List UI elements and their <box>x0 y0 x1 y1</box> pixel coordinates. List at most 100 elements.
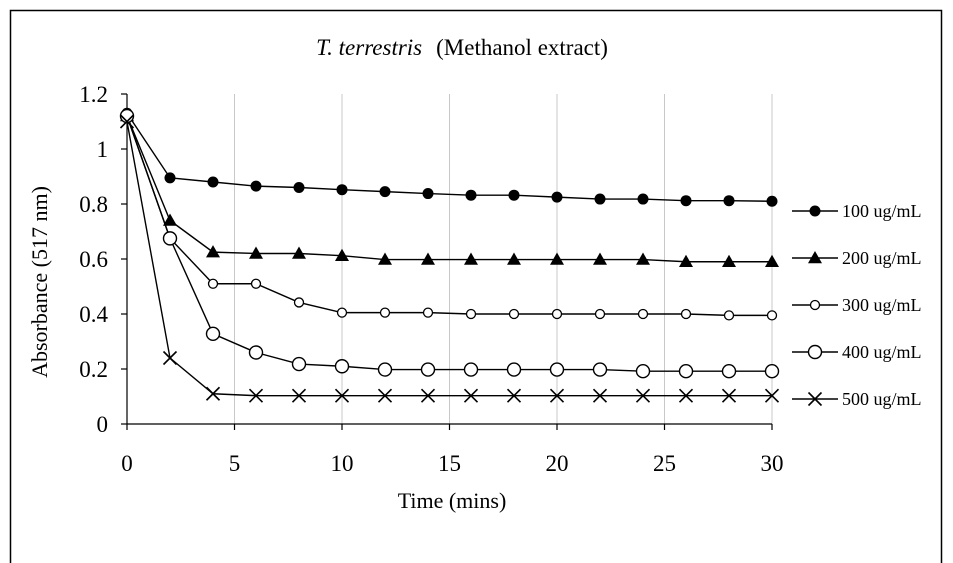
data-point-s2-8 <box>464 252 478 265</box>
x-tick-label-1: 5 <box>229 451 241 476</box>
data-point-s4-12 <box>635 364 651 379</box>
x-tick-labels: 0 5 10 15 20 25 30 <box>121 451 783 476</box>
data-point-s2-12 <box>636 252 650 265</box>
data-point-s1-1 <box>164 172 176 184</box>
data-point-s3-2 <box>207 278 219 289</box>
data-point-s1-11 <box>594 193 606 205</box>
data-point-s1-9 <box>508 189 520 201</box>
y-tick-label-2: 0.4 <box>79 302 108 327</box>
x-axis-label: Time (mins) <box>398 488 507 513</box>
data-point-s3-7 <box>422 307 434 318</box>
x-tick-label-2: 10 <box>331 451 354 476</box>
data-point-s2-13 <box>679 254 693 267</box>
legend-marker-4 <box>807 344 823 360</box>
chart-border <box>9 9 943 563</box>
data-point-s4-9 <box>506 362 522 377</box>
legend-label-2: 200 ug/mL <box>842 248 922 268</box>
data-point-s3-5 <box>336 307 348 318</box>
data-point-s2-2 <box>206 245 220 258</box>
data-point-s2-7 <box>421 252 435 265</box>
data-point-s1-14 <box>723 195 735 207</box>
legend-entry-3: 300 ug/mL <box>792 295 922 315</box>
data-point-s4-6 <box>377 362 393 377</box>
data-point-s5-1 <box>162 350 178 366</box>
y-tick-label-1: 0.2 <box>79 357 108 382</box>
legend-label-4: 400 ug/mL <box>842 342 922 362</box>
x-tick-label-6: 30 <box>761 451 784 476</box>
data-point-s4-1 <box>162 231 178 246</box>
legend-entry-1: 100 ug/mL <box>792 201 922 221</box>
axes <box>121 93 773 430</box>
series-layer <box>119 107 780 403</box>
data-point-s2-15 <box>765 254 779 267</box>
data-point-s2-3 <box>249 246 263 259</box>
data-point-s1-3 <box>250 180 262 192</box>
data-point-s1-6 <box>379 186 391 198</box>
legend-marker-2 <box>808 251 822 264</box>
legend-label-3: 300 ug/mL <box>842 295 922 315</box>
data-point-s3-8 <box>465 308 477 320</box>
data-point-s5-5 <box>334 388 350 403</box>
series-line-3 <box>126 115 772 317</box>
legend-marker-5 <box>807 391 823 407</box>
data-point-s5-6 <box>377 388 393 403</box>
data-point-s4-14 <box>721 364 737 379</box>
data-point-s1-15 <box>766 195 778 207</box>
x-tick-label-0: 0 <box>121 451 133 476</box>
y-tick-labels: 0 0.2 0.4 0.6 0.8 1 1.2 <box>79 82 108 437</box>
y-tick-label-0: 0 <box>97 412 109 437</box>
data-point-s5-10 <box>549 388 565 403</box>
legend-label-5: 500 ug/mL <box>842 389 922 409</box>
data-point-s3-4 <box>293 297 305 308</box>
data-point-s3-13 <box>680 308 692 320</box>
data-point-s1-7 <box>422 188 434 200</box>
data-point-s4-4 <box>291 356 307 372</box>
data-point-s1-2 <box>207 176 219 188</box>
data-point-s5-13 <box>678 388 694 403</box>
data-point-s4-8 <box>463 362 479 377</box>
data-point-s3-3 <box>250 278 262 289</box>
data-point-s1-13 <box>680 195 692 207</box>
data-point-s2-9 <box>507 252 521 265</box>
data-point-s5-9 <box>506 388 522 403</box>
data-point-s1-4 <box>293 182 305 193</box>
chart-title: T. terrestris (Methanol extract) <box>316 35 608 60</box>
y-tick-label-4: 0.8 <box>79 192 108 217</box>
y-tick-label-3: 0.6 <box>79 247 108 272</box>
data-point-s3-14 <box>723 310 735 321</box>
series-2 <box>120 109 779 267</box>
data-point-s5-11 <box>592 388 608 403</box>
data-point-s5-12 <box>635 388 651 403</box>
data-point-s5-7 <box>420 388 436 403</box>
legend: 100 ug/mL 200 ug/mL 300 ug/mL 400 ug/mL 500 … <box>792 201 922 409</box>
data-point-s5-8 <box>463 388 479 403</box>
data-point-s2-5 <box>335 248 349 261</box>
legend-marker-1 <box>809 205 821 217</box>
y-axis-label: Absorbance (517 nm) <box>27 186 52 378</box>
data-point-s3-9 <box>508 308 520 320</box>
y-tick-label-6: 1.2 <box>79 82 108 107</box>
series-line-5 <box>126 121 772 397</box>
data-point-s5-14 <box>721 388 737 403</box>
data-point-s1-12 <box>637 193 649 205</box>
data-point-s3-12 <box>637 308 649 320</box>
data-point-s2-1 <box>163 213 177 226</box>
x-tick-label-3: 15 <box>438 451 461 476</box>
data-point-s2-10 <box>550 252 564 265</box>
data-point-s4-5 <box>334 359 350 374</box>
data-point-s3-15 <box>766 310 778 321</box>
data-point-s4-7 <box>420 362 436 377</box>
data-point-s2-11 <box>593 252 607 265</box>
data-point-s5-3 <box>248 388 264 403</box>
data-point-s2-4 <box>292 246 306 259</box>
series-line-4 <box>126 115 772 372</box>
legend-entry-4: 400 ug/mL <box>792 342 922 362</box>
legend-marker-3 <box>809 299 821 311</box>
data-point-s3-11 <box>594 308 606 320</box>
data-point-s4-3 <box>248 345 264 360</box>
chart-title-italic: T. terrestris <box>316 35 422 60</box>
data-point-s4-15 <box>764 364 780 379</box>
legend-label-1: 100 ug/mL <box>842 201 922 221</box>
